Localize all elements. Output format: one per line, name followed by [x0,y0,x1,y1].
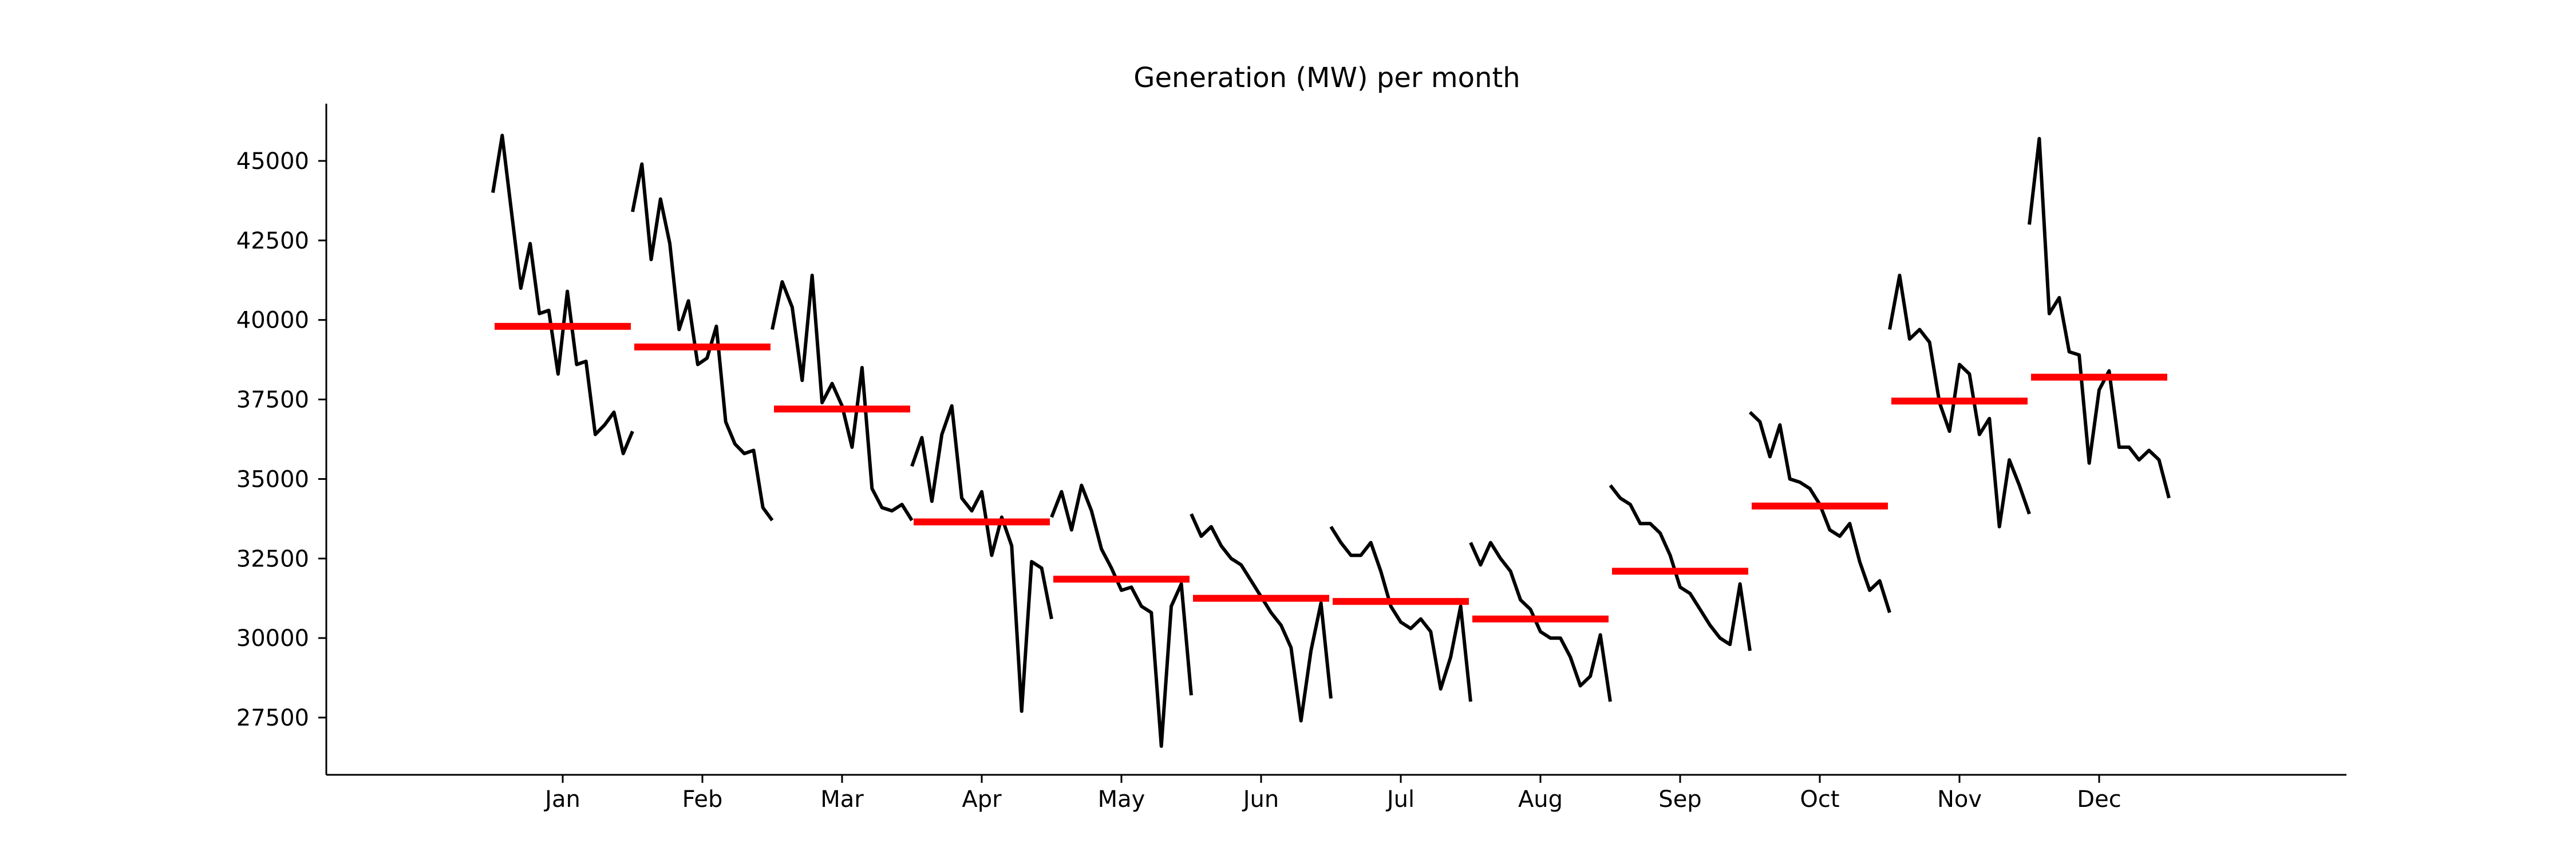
y-axis-ticks: 27500 30000 32500 35000 37500 40000 42500 45000 [236,148,326,731]
x-tick-label-apr: Apr [962,786,1002,813]
x-tick-label-jun: Jun [1242,786,1279,813]
plot-area: 27500 30000 32500 35000 37500 40000 42500 45000… [236,104,2346,813]
x-tick-label-jan: Jan [543,786,580,813]
series-line-mar [771,273,914,522]
series-line-jan [491,133,634,455]
x-tick-label-jul: Jul [1385,786,1415,813]
x-tick-label-dec: Dec [2077,786,2121,813]
x-tick-label-oct: Oct [1800,786,1839,813]
y-tick-label: 40000 [236,308,309,334]
x-tick-label-nov: Nov [1937,786,1982,813]
y-tick-label: 30000 [236,625,309,652]
series-line-sep [1609,484,1752,651]
y-tick-label: 32500 [236,546,309,572]
y-tick-label: 37500 [236,387,309,413]
series-line-aug [1469,541,1612,702]
series-line-jun [1190,513,1333,723]
x-axis-ticks: Jan Feb Mar Apr May Jun Jul Aug Sep Oct Nov Dec [543,775,2121,813]
series-line-may [1050,483,1193,748]
x-tick-label-aug: Aug [1518,786,1563,813]
x-tick-label-sep: Sep [1658,786,1701,813]
series-line-dec [2028,137,2171,499]
chart-title: Generation (MW) per month [1133,62,1520,94]
x-tick-label-feb: Feb [682,786,723,813]
series-line-jul [1329,526,1472,702]
month-series-group [491,133,2171,748]
series-line-nov [1888,273,2031,529]
y-tick-label: 45000 [236,148,309,175]
y-tick-label: 27500 [236,705,309,731]
y-tick-label: 35000 [236,466,309,492]
series-line-oct [1748,411,1891,613]
x-tick-label-may: May [1098,786,1145,813]
series-line-apr [910,404,1053,713]
x-tick-label-mar: Mar [820,786,864,813]
y-tick-label: 42500 [236,228,309,254]
series-line-feb [631,162,774,522]
